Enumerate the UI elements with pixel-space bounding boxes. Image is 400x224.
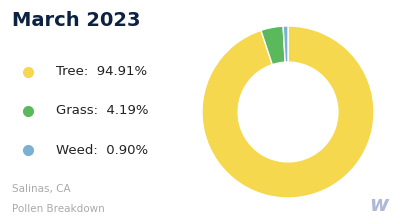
Text: Weed:  0.90%: Weed: 0.90% — [56, 144, 148, 157]
Wedge shape — [283, 26, 288, 62]
Wedge shape — [261, 26, 285, 65]
Text: Grass:  4.19%: Grass: 4.19% — [56, 104, 148, 117]
Text: Pollen Breakdown: Pollen Breakdown — [12, 204, 105, 214]
Text: w: w — [369, 195, 388, 215]
Text: Tree:  94.91%: Tree: 94.91% — [56, 65, 147, 78]
Wedge shape — [202, 26, 374, 198]
Text: Salinas, CA: Salinas, CA — [12, 184, 71, 194]
Text: March 2023: March 2023 — [12, 11, 140, 30]
